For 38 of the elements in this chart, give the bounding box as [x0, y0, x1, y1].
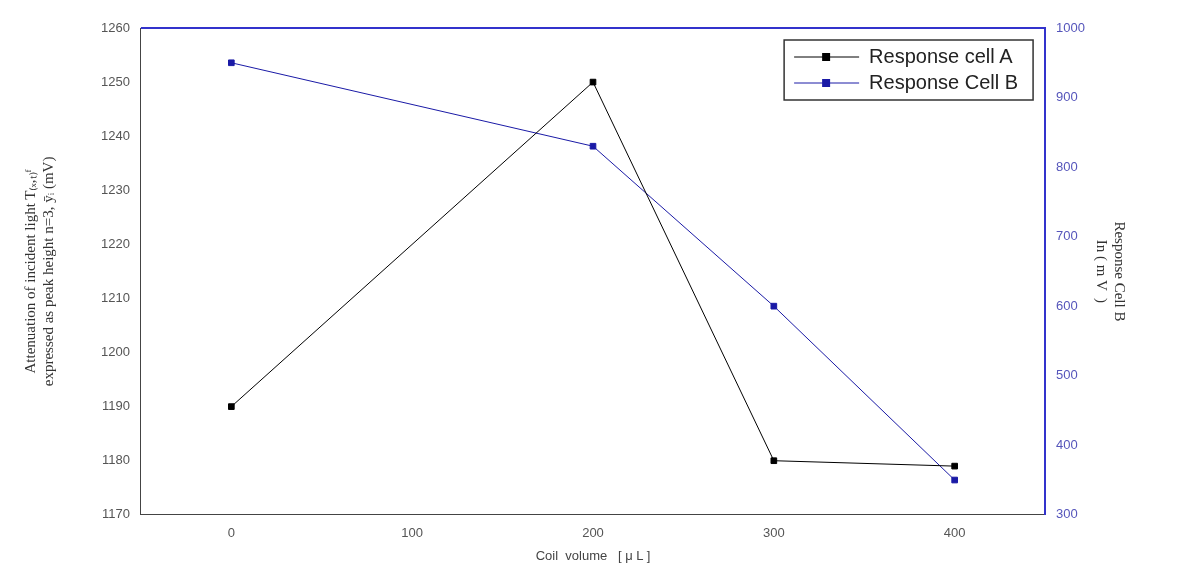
y-tick-label: 1220 — [101, 235, 130, 251]
y-tick-label: 1200 — [101, 344, 130, 360]
y-tick-label: 1230 — [101, 181, 130, 197]
y-tick-label: 1260 — [101, 19, 130, 35]
y2-tick-label: 300 — [1056, 506, 1078, 522]
point — [589, 142, 597, 150]
y-tick-label: 1250 — [101, 73, 130, 89]
x-tick-label: 400 — [943, 525, 966, 541]
y2-tick-label: 800 — [1056, 158, 1078, 174]
point — [770, 457, 778, 465]
legend-label: Response Cell B — [869, 70, 1019, 93]
point — [951, 476, 958, 484]
legend-label: Response cell A — [869, 44, 1014, 67]
text: Attenuation of incident light T₍ₓ,ₜ₎ᶠ — [21, 169, 38, 374]
point — [228, 403, 235, 410]
text: In ( m V ) — [1094, 239, 1111, 303]
y2-tick-label: 500 — [1056, 367, 1078, 383]
x-tick-label: 100 — [401, 525, 424, 541]
point — [951, 462, 958, 470]
y2-tick-label: 700 — [1056, 228, 1078, 244]
y-tick-label: 1210 — [101, 290, 130, 306]
y2-tick-label: 600 — [1056, 297, 1078, 313]
y-tick-label: 1190 — [101, 398, 130, 414]
text: Response Cell B — [1112, 221, 1129, 322]
point — [770, 302, 778, 310]
x-axis-title: Coil volume [ μ L ] — [535, 547, 651, 563]
y2-tick-label: 900 — [1056, 89, 1078, 105]
y-tick-label: 1180 — [101, 452, 130, 468]
y2-tick-label: 400 — [1056, 436, 1078, 452]
x-tick-label: 300 — [762, 525, 785, 541]
y2-tick-label: 1000 — [1056, 19, 1085, 35]
x-tick-label: 200 — [582, 525, 604, 541]
y-tick-label: 1170 — [101, 506, 130, 522]
x-tick-label: 0 — [227, 525, 235, 541]
point — [589, 78, 597, 86]
y-tick-label: 1240 — [101, 127, 130, 143]
text: expressed as peak height n=3, ȳᵢ (mV) — [39, 156, 56, 387]
point — [228, 59, 235, 67]
